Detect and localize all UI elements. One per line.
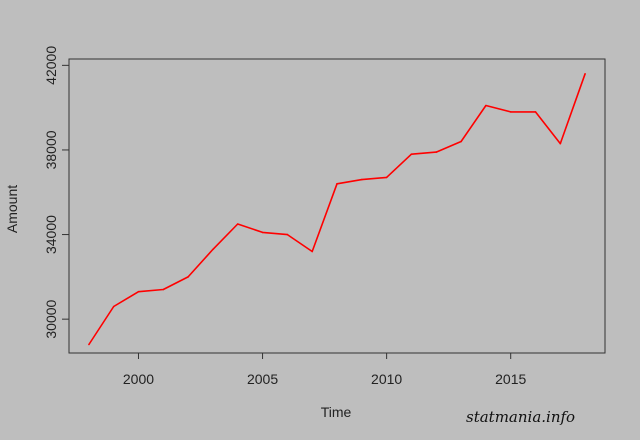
x-tick-label: 2005 (247, 371, 278, 387)
data-point (460, 140, 462, 143)
data-point (137, 290, 140, 293)
x-axis: 2000 2005 2010 2015 (123, 352, 526, 387)
data-point (336, 183, 338, 185)
data-point (509, 111, 512, 113)
data-point (286, 233, 289, 236)
data-point (385, 176, 388, 179)
data-point (88, 343, 90, 346)
x-tick-label: 2000 (123, 371, 154, 387)
y-tick-label: 38000 (43, 130, 59, 169)
series-layer (88, 73, 586, 346)
x-tick-label: 2015 (495, 371, 526, 387)
y-axis-label: Amount (4, 185, 20, 233)
data-point (162, 288, 165, 291)
x-tick-label: 2010 (371, 371, 402, 387)
data-point (361, 178, 363, 181)
watermark-text: statmania.info (466, 408, 575, 426)
data-point (559, 142, 562, 145)
data-point (435, 151, 438, 153)
y-tick-label: 42000 (43, 46, 59, 85)
data-point (112, 305, 115, 308)
data-point (261, 231, 264, 234)
series-line (88, 73, 586, 345)
plot-frame (68, 58, 606, 354)
data-point (534, 111, 537, 113)
data-point (410, 153, 413, 155)
data-point (187, 276, 189, 278)
data-point (485, 104, 487, 107)
data-point (212, 248, 214, 251)
y-tick-label: 34000 (43, 215, 59, 254)
y-tick-label: 30000 (43, 299, 59, 338)
x-axis-label: Time (321, 404, 352, 420)
data-point (311, 250, 314, 253)
y-axis: 30000 34000 38000 42000 (43, 46, 70, 339)
data-point (236, 223, 239, 225)
data-point (584, 73, 586, 75)
